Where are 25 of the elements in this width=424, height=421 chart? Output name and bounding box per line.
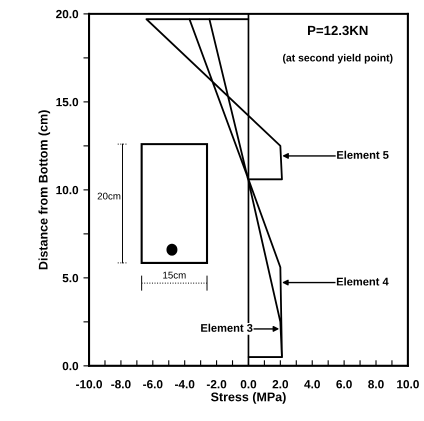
x-tick-label: 2.0 [272,380,288,388]
x-tick-label: -8.0 [111,380,131,388]
y-tick-label: 20.0 [56,10,78,18]
annotation: 15cm [163,272,186,279]
annotation: 20cm [98,192,120,200]
legend-label: Element 5 [337,150,389,159]
legend-label: Element 4 [336,277,389,286]
x-tick-label: -6.0 [143,380,162,388]
x-tick-label: 4.0 [304,380,320,388]
annotation: P=12.3KN [308,26,368,36]
x-tick-label: 10.0 [397,380,419,388]
y-tick-label: 10.0 [56,186,78,194]
annotation: (at second yield point) [282,54,392,64]
y-tick-label: 5.0 [62,274,78,282]
y-axis-title: Distance from Bottom (cm) [38,110,50,270]
x-tick-label: 8.0 [368,380,384,388]
x-tick-label: 0.0 [240,380,256,388]
x-tick-label: -2.0 [206,380,226,388]
x-tick-label: -10.0 [76,380,102,388]
y-tick-label: 15.0 [56,98,78,106]
y-tick-label: 0.0 [62,362,78,370]
text: Element 3 [201,324,252,332]
x-tick-label: -4.0 [174,380,194,388]
x-axis-title: Stress (MPa) [210,392,286,404]
x-tick-label: 6.0 [336,380,352,388]
